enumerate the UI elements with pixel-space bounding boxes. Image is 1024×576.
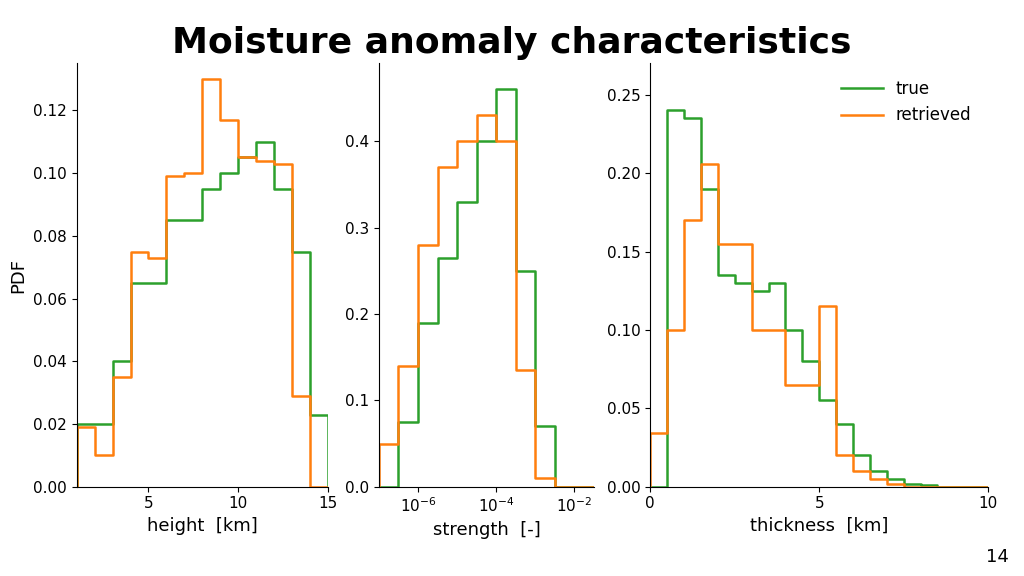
Legend: true, retrieved: true, retrieved bbox=[833, 71, 980, 132]
X-axis label: height  [km]: height [km] bbox=[146, 517, 258, 535]
Text: 14: 14 bbox=[986, 548, 1009, 566]
Text: Moisture anomaly characteristics: Moisture anomaly characteristics bbox=[172, 26, 852, 60]
Y-axis label: PDF: PDF bbox=[9, 257, 28, 293]
X-axis label: strength  [-]: strength [-] bbox=[432, 521, 541, 539]
X-axis label: thickness  [km]: thickness [km] bbox=[750, 517, 889, 535]
